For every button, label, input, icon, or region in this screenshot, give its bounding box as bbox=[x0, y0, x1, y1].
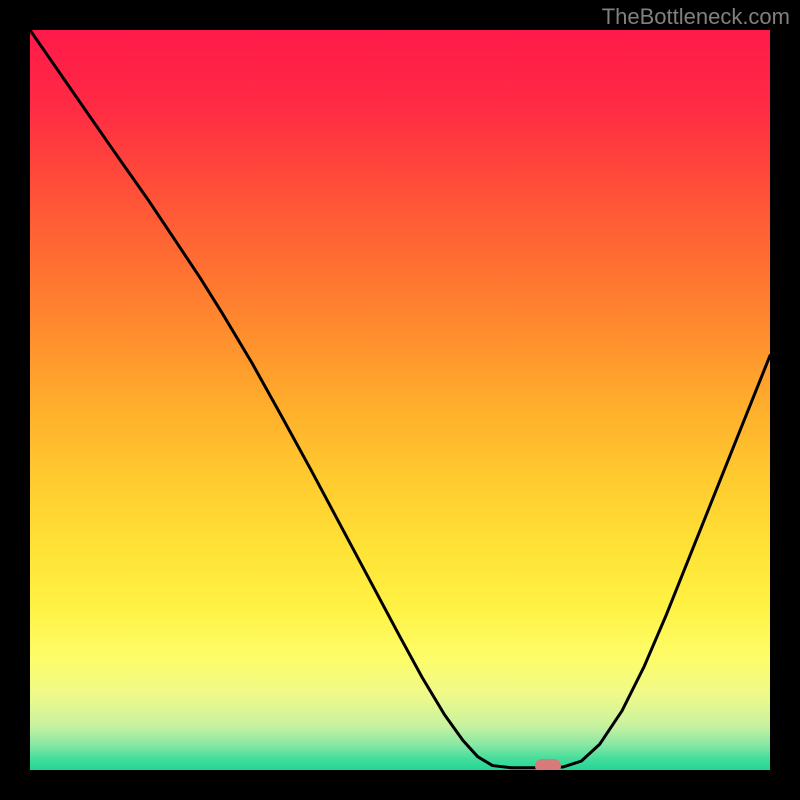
watermark-text: TheBottleneck.com bbox=[602, 4, 790, 30]
bottleneck-curve bbox=[30, 30, 770, 770]
optimal-point-marker bbox=[535, 759, 561, 770]
plot-area bbox=[30, 30, 770, 770]
